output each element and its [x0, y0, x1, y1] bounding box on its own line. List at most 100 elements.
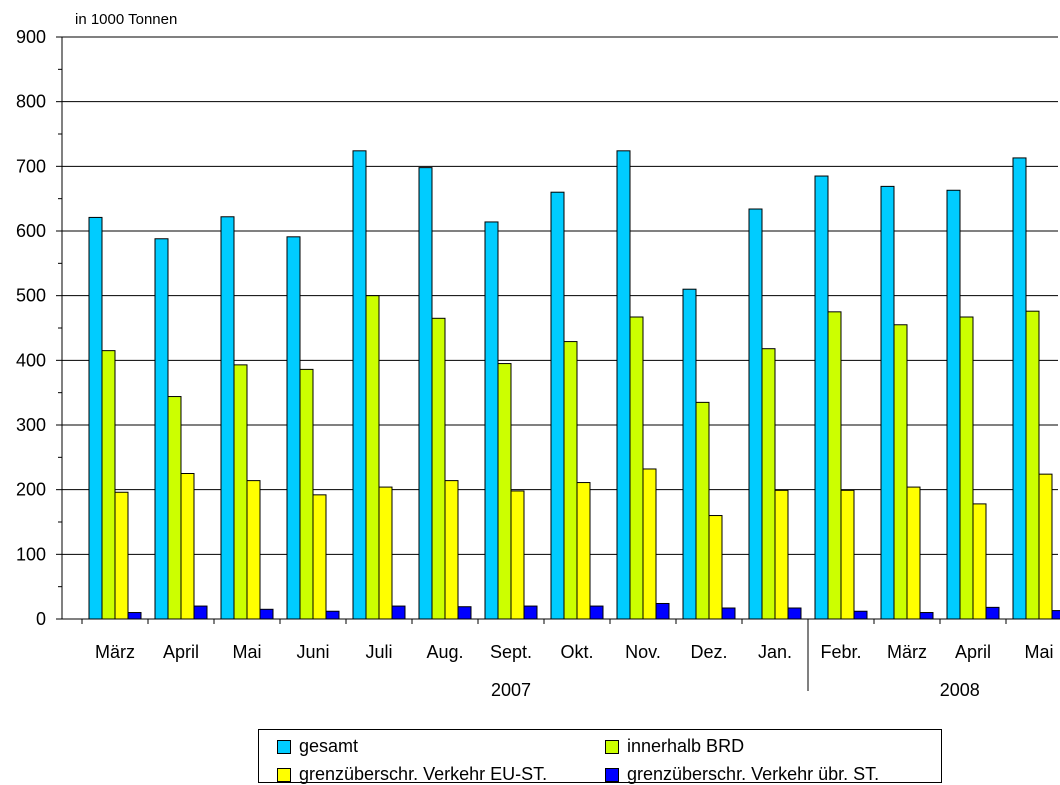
bar — [378, 486, 393, 620]
bar — [431, 317, 446, 620]
legend-label: grenzüberschr. Verkehr übr. ST. — [627, 764, 880, 784]
bar — [814, 175, 829, 620]
legend: gesamt innerhalb BRD grenzüberschr. Verk… — [258, 729, 942, 785]
bar — [391, 605, 406, 620]
x-tick-label: Juli — [365, 642, 392, 662]
y-tick-label: 0 — [36, 609, 46, 629]
bar — [985, 606, 1000, 620]
bar — [946, 189, 961, 620]
legend-swatch — [277, 767, 291, 782]
bar — [880, 185, 895, 620]
bar — [523, 605, 538, 620]
bar — [497, 363, 512, 620]
bar — [655, 602, 670, 620]
y-tick-label: 400 — [16, 350, 46, 370]
year-label: 2008 — [940, 680, 980, 700]
x-tick-label: Sept. — [490, 642, 532, 662]
bar — [233, 364, 248, 620]
x-tick-label: Mai — [1024, 642, 1053, 662]
bar — [959, 316, 974, 620]
bar — [101, 350, 116, 620]
legend-item-eu: grenzüberschr. Verkehr EU-ST. — [277, 764, 547, 785]
bar — [167, 396, 182, 620]
legend-swatch — [605, 739, 619, 754]
x-tick-label: Dez. — [690, 642, 727, 662]
bar — [286, 236, 301, 620]
bar — [721, 607, 736, 620]
y-tick-label: 700 — [16, 156, 46, 176]
bar — [787, 607, 802, 620]
bar — [576, 482, 591, 620]
bar — [365, 295, 380, 620]
y-tick-label: 300 — [16, 415, 46, 435]
bar — [418, 167, 433, 620]
chart-container: in 1000 Tonnen 0 100 200 300 400 500 600 700 800… — [16, 11, 1060, 784]
bar — [484, 221, 499, 620]
bar — [193, 605, 208, 620]
y-tick-label: 100 — [16, 544, 46, 564]
bar — [88, 216, 103, 620]
bar — [695, 401, 710, 620]
bar — [550, 191, 565, 620]
bar — [1012, 157, 1027, 620]
bar — [774, 489, 789, 620]
bar — [510, 490, 525, 620]
year-labels: 2007 2008 — [491, 680, 980, 700]
x-tick-label: Febr. — [820, 642, 861, 662]
bar — [1025, 310, 1040, 620]
x-tick-label: April — [163, 642, 199, 662]
bar — [589, 605, 604, 620]
bar — [893, 324, 908, 620]
bar — [629, 316, 644, 620]
legend-label: gesamt — [299, 736, 359, 756]
year-label: 2007 — [491, 680, 531, 700]
bar — [761, 348, 776, 620]
bar — [180, 473, 195, 620]
bar — [616, 150, 631, 620]
y-tick-label: 800 — [16, 92, 46, 112]
bar — [563, 341, 578, 620]
x-tick-labels: März April Mai Juni Juli Aug. Sept. Okt. Nov. Dez… — [95, 642, 1054, 662]
legend-label: grenzüberschr. Verkehr EU-ST. — [299, 764, 548, 784]
legend-item-other: grenzüberschr. Verkehr übr. ST. — [605, 764, 879, 785]
x-tick-label: Jan. — [758, 642, 792, 662]
bar — [457, 606, 472, 620]
bar — [352, 150, 367, 620]
y-tick-label: 900 — [16, 27, 46, 47]
bars — [88, 150, 1060, 620]
axes — [56, 36, 1058, 691]
bar — [325, 610, 340, 620]
bar — [1051, 610, 1060, 620]
y-tick-label: 200 — [16, 480, 46, 500]
bar-chart: in 1000 Tonnen 0 100 200 300 400 500 600 700 800… — [16, 11, 1060, 700]
legend-swatch — [605, 767, 619, 782]
bar — [1038, 473, 1053, 620]
bar — [299, 368, 314, 620]
legend-item-gesamt: gesamt — [277, 736, 358, 757]
bar — [906, 486, 921, 620]
x-tick-label: März — [95, 642, 135, 662]
bar — [827, 311, 842, 620]
x-tick-label: April — [955, 642, 991, 662]
bar — [840, 489, 855, 620]
y-tick-label: 600 — [16, 221, 46, 241]
x-tick-label: Mai — [232, 642, 261, 662]
bar — [919, 612, 934, 620]
y-tick-labels: 0 100 200 300 400 500 600 700 800 900 — [16, 27, 46, 629]
legend-item-innerhalb-brd: innerhalb BRD — [605, 736, 744, 757]
unit-label: in 1000 Tonnen — [75, 11, 177, 28]
bar — [708, 515, 723, 620]
bar — [127, 612, 142, 620]
bar — [114, 491, 129, 620]
y-tick-label: 500 — [16, 286, 46, 306]
bar — [972, 503, 987, 620]
x-tick-label: Aug. — [426, 642, 463, 662]
bar — [154, 238, 169, 620]
legend-swatch — [277, 739, 291, 754]
bar — [220, 216, 235, 620]
bar — [682, 288, 697, 620]
legend-label: innerhalb BRD — [627, 736, 745, 756]
bar — [853, 610, 868, 620]
x-tick-label: März — [887, 642, 927, 662]
x-tick-label: Juni — [296, 642, 329, 662]
